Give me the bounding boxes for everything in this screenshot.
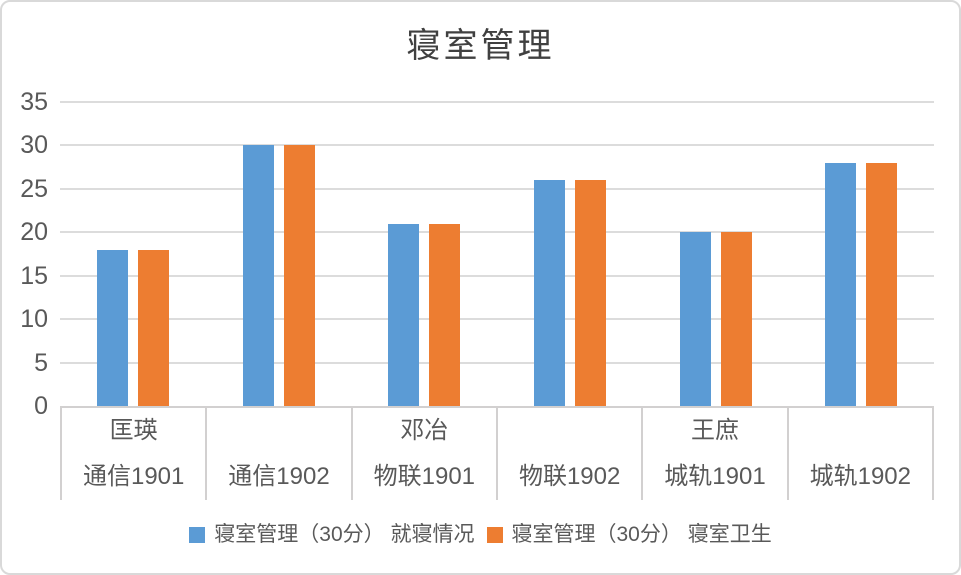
- x-group-label: 匡瑛: [109, 417, 158, 444]
- x-axis-cell: 邓冶物联1901: [350, 408, 496, 500]
- bar: [866, 162, 898, 406]
- x-axis-cell: 王庶城轨1901: [641, 408, 786, 500]
- bar: [720, 232, 752, 406]
- x-category-label: 物联1902: [518, 463, 621, 490]
- x-axis-cell: 匡瑛通信1901: [60, 408, 205, 500]
- x-category-label: 通信1902: [228, 463, 330, 490]
- x-axis-cell: 通信1902: [205, 408, 350, 500]
- x-category-label: 城轨1901: [664, 463, 766, 490]
- x-axis-cell: 城轨1902: [786, 408, 934, 500]
- gridline: [60, 318, 934, 321]
- gridline: [60, 144, 934, 147]
- y-tick-label: 5: [34, 348, 48, 377]
- y-tick-label: 15: [20, 261, 48, 290]
- legend-label: 寝室管理（30分） 寝室卫生: [511, 523, 772, 546]
- bar: [429, 223, 461, 406]
- y-tick-label: 0: [34, 392, 48, 420]
- bar: [533, 180, 565, 406]
- legend-swatch: [189, 527, 206, 543]
- y-tick-label: 30: [20, 131, 48, 160]
- x-group-label: 王庶: [690, 417, 739, 444]
- bar: [96, 249, 128, 406]
- legend: 寝室管理（30分） 就寝情况 寝室管理（30分） 寝室卫生: [2, 522, 959, 548]
- x-group-label: 邓冶: [400, 417, 449, 444]
- bar: [388, 223, 420, 406]
- x-axis-cell: 物联1902: [495, 408, 641, 500]
- bar: [283, 145, 315, 406]
- gridline: [60, 187, 934, 190]
- y-tick-label: 25: [20, 174, 48, 203]
- gridline: [60, 231, 934, 234]
- bar: [137, 249, 169, 406]
- gridline: [60, 101, 934, 103]
- x-category-label: 通信1901: [82, 463, 185, 490]
- bar: [825, 162, 857, 406]
- bar: [242, 145, 274, 406]
- plot-area: [60, 101, 934, 408]
- legend-label: 寝室管理（30分） 就寝情况: [214, 523, 475, 546]
- y-tick-label: 35: [20, 88, 48, 116]
- gridline: [60, 361, 934, 364]
- legend-item: 寝室管理（30分） 寝室卫生: [486, 522, 772, 548]
- bar: [574, 180, 606, 406]
- y-tick-label: 10: [20, 305, 48, 334]
- gridline: [60, 274, 934, 277]
- chart-title: 寝室管理: [406, 28, 555, 65]
- x-category-label: 城轨1902: [809, 463, 911, 490]
- x-axis: 匡瑛 通信1901 通信1902 邓冶 物联1901 物联1902 王庶 城轨1901 城轨19…: [60, 408, 934, 500]
- y-tick-label: 20: [20, 218, 48, 247]
- legend-item: 寝室管理（30分） 就寝情况: [189, 522, 475, 548]
- bar: [679, 232, 711, 406]
- legend-swatch: [486, 527, 503, 543]
- x-category-label: 物联1901: [373, 463, 476, 490]
